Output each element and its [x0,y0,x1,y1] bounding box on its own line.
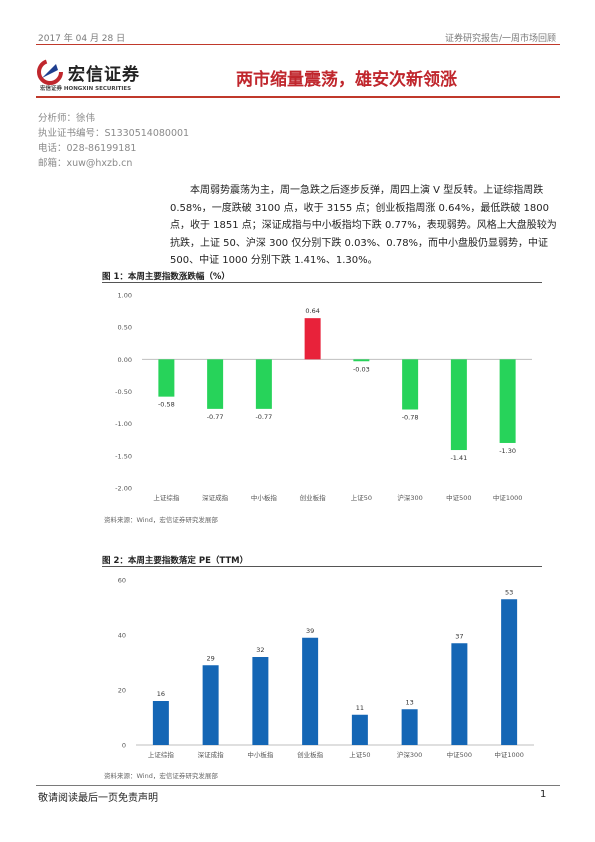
data-label: -0.77 [255,413,272,421]
analyst-license: 执业证书编号：S1330514080001 [38,128,190,139]
figure-2-rule [102,566,542,567]
figure-2-chart: 60 40 20 0 16 上证综指 29 深证成指 32 中小板指 39 创业板指 11 上证50 13 沪… [118,577,534,759]
y-tick-label: 1.00 [118,292,132,300]
data-label: -1.30 [499,447,516,455]
bar [304,318,321,360]
bar [353,359,370,362]
x-tick-label: 中小板指 [247,750,274,759]
analyst-name: 分析师：徐伟 [38,113,96,124]
footer-disclaimer[interactable]: 敬请阅读最后一页免责声明 [38,793,158,804]
data-label: -0.58 [158,401,175,409]
figure-1-source: 资料来源：Wind，宏信证券研究发展部 [104,516,218,524]
data-label: -0.03 [353,365,370,373]
report-date: 2017 年 04 月 28 日 [38,34,126,44]
x-tick-label: 上证综指 [153,493,180,502]
y-tick-label: -1.00 [115,420,132,428]
y-tick-label: 0 [122,742,126,750]
data-label: -1.41 [450,454,467,462]
report-category: 证券研究报告/一周市场回顾 [445,34,557,44]
x-tick-label: 深证成指 [198,750,225,759]
y-tick-label: 0.50 [118,324,132,332]
header-rule [36,44,560,45]
data-label: 16 [157,690,165,698]
data-label: 11 [356,704,364,712]
bar [302,637,319,745]
y-tick-label: -2.00 [115,485,132,493]
figure-1-rule [102,282,542,283]
y-tick-label: 60 [118,577,126,585]
data-label: -0.77 [207,413,224,421]
bar [501,599,518,745]
data-label: 53 [505,588,513,596]
title-rule [36,96,560,98]
figure-2-title: 图 2：本周主要指数落定 PE（TTM） [102,556,249,566]
bar [351,714,368,745]
bar [202,665,219,745]
logo-text: 宏信证券 [68,65,140,85]
analyst-email[interactable]: 邮箱：xuw@hxzb.cn [38,158,133,169]
x-tick-label: 中证1000 [494,750,524,759]
x-tick-label: 沪深300 [397,750,422,759]
x-tick-label: 中证500 [447,750,472,759]
x-tick-label: 沪深300 [397,493,422,502]
y-tick-label: -1.50 [115,452,132,460]
bar [207,359,224,409]
data-label: 39 [306,627,314,635]
x-tick-label: 深证成指 [202,493,229,502]
data-label: -0.78 [402,414,419,422]
bar [152,701,169,745]
y-tick-label: -0.50 [115,388,132,396]
x-tick-label: 创业板指 [300,493,327,502]
x-tick-label: 中证500 [446,493,471,502]
x-tick-label: 创业板指 [297,750,324,759]
bar [451,643,468,745]
logo-icon [37,59,63,85]
figure-1-title: 图 1：本周主要指数涨跌幅（%） [102,272,230,282]
x-tick-label: 上证综指 [148,750,175,759]
x-tick-label: 上证50 [349,750,370,759]
y-tick-label: 20 [118,687,126,695]
footer-rule [36,785,560,786]
data-label: 0.64 [305,307,319,315]
bar [252,657,269,745]
x-tick-label: 上证50 [351,493,372,502]
logo-english: 宏信证券 HONGXIN SECURITIES [40,86,132,92]
data-label: 13 [405,698,413,706]
page-number: 1 [540,789,547,800]
figure-1-chart: 1.00 0.50 0.00 -0.50 -1.00 -1.50 -2.00 -0.58 上证综… [115,292,532,502]
x-tick-label: 中小板指 [251,493,278,502]
y-tick-label: 40 [118,632,126,640]
bar [450,359,467,451]
x-tick-label: 中证1000 [493,493,523,502]
data-label: 29 [206,654,214,662]
bar [158,359,175,397]
analyst-phone: 电话：028-86199181 [38,143,137,154]
bar [255,359,272,409]
summary-paragraph: 本周弱势震荡为主，周一急跌之后逐步反弹，周四上演 V 型反转。上证综指周跌 0.… [170,185,557,266]
bar [402,359,419,410]
data-label: 37 [455,632,463,640]
bar [499,359,516,443]
y-tick-label: 0.00 [118,356,132,364]
figure-2-source: 资料来源：Wind，宏信证券研究发展部 [104,772,218,780]
data-label: 32 [256,646,264,654]
report-title: 两市缩量震荡，雄安次新领涨 [236,70,457,90]
bar [401,709,418,745]
